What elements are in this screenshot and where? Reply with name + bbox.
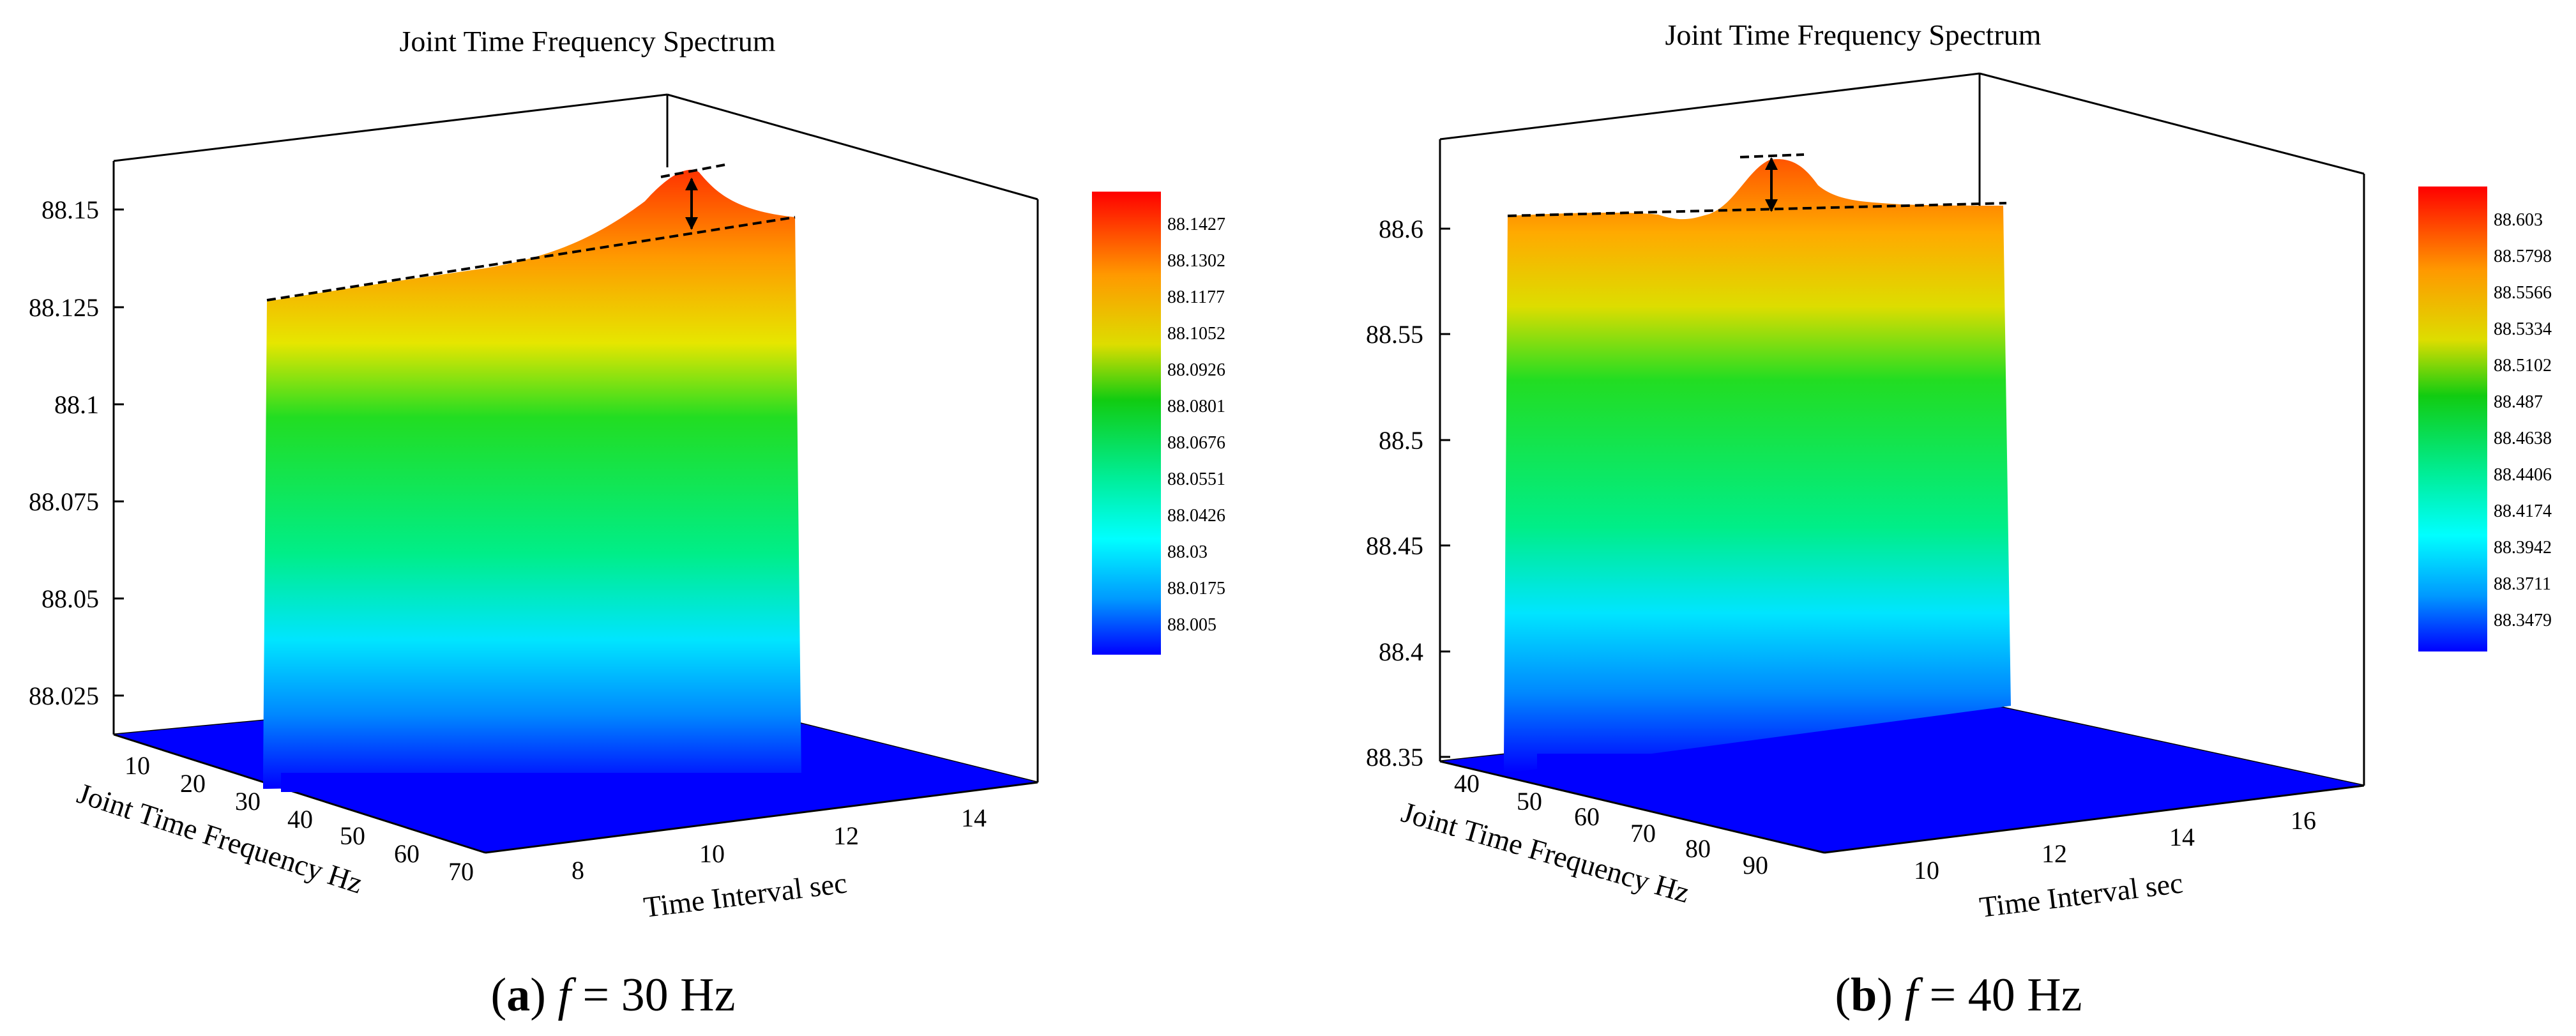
colorbar-label: 88.005	[1167, 615, 1216, 635]
time-tick-label: 10	[699, 839, 725, 868]
colorbar-label: 88.0175	[1167, 579, 1225, 598]
freq-tick-label: 30	[235, 787, 261, 816]
z-tick-label: 88.6	[1379, 215, 1423, 243]
freq-tick-label: 70	[1630, 819, 1656, 848]
chart-panel-a: Joint Time Frequency Spectrum	[29, 25, 1225, 1021]
time-tick-label: 16	[2291, 806, 2316, 835]
colorbar-label: 88.0551	[1167, 469, 1225, 489]
z-tick-label: 88.075	[29, 487, 99, 516]
z-tick-label: 88.025	[29, 682, 99, 710]
freq-tick-label: 20	[180, 769, 206, 798]
floor-edges	[1439, 760, 2365, 854]
freq-tick-label: 70	[448, 857, 474, 886]
colorbar-label: 88.5798	[2494, 247, 2552, 266]
colorbar-label: 88.4174	[2494, 501, 2552, 521]
colorbar-label: 88.4406	[2494, 465, 2552, 485]
caption-paren: (	[491, 969, 507, 1021]
freq-tick-label: 40	[1454, 769, 1480, 798]
colorbar-label: 88.5566	[2494, 283, 2552, 303]
ridge-base	[1537, 754, 2022, 773]
colorbar-label: 88.4638	[2494, 429, 2552, 448]
annotation	[1507, 153, 2007, 217]
freq-tick-label: 90	[1743, 851, 1768, 880]
z-tick-label: 88.4	[1379, 637, 1423, 666]
caption-letter: a	[506, 969, 530, 1021]
colorbar-label: 88.0926	[1167, 360, 1225, 380]
z-tick-label: 88.45	[1366, 531, 1423, 560]
freq-tick-label: 80	[1685, 834, 1711, 863]
colorbar-label: 88.1427	[1167, 215, 1225, 234]
colorbar-label: 88.1052	[1167, 324, 1225, 344]
colorbar-label: 88.1302	[1167, 251, 1225, 271]
floor-edges	[113, 733, 1038, 854]
colorbar-label: 88.0426	[1167, 506, 1225, 526]
colorbar-label: 88.3942	[2494, 538, 2552, 558]
annotation	[266, 164, 796, 301]
colorbar	[1092, 192, 1161, 655]
colorbar-label: 88.0676	[1167, 433, 1225, 453]
z-tick-label: 88.15	[42, 195, 99, 224]
time-tick-label: 14	[961, 804, 987, 832]
z-axis-ticks	[114, 208, 124, 697]
chart-panel-b: Joint Time Frequency Spectrum	[1366, 19, 2552, 1021]
colorbar-label: 88.3479	[2494, 611, 2552, 630]
ridge-surface	[263, 169, 801, 789]
freq-tick-label: 50	[340, 821, 365, 850]
colorbar-label: 88.603	[2494, 210, 2543, 230]
time-tick-label: 12	[833, 821, 859, 850]
time-axis-label: Time Interval sec	[1978, 866, 2185, 924]
z-tick-label: 88.35	[1366, 743, 1423, 772]
z-tick-label: 88.55	[1366, 320, 1423, 349]
caption-paren: )	[1877, 969, 1904, 1021]
z-tick-label: 88.05	[42, 584, 99, 613]
freq-tick-label: 60	[1574, 802, 1600, 831]
panel-caption: (b) f = 40 Hz	[1835, 969, 2082, 1021]
freq-tick-label: 60	[394, 839, 420, 868]
colorbar-label: 88.1177	[1167, 287, 1225, 307]
colorbar-label: 88.3711	[2494, 574, 2551, 594]
chart-title: Joint Time Frequency Spectrum	[1665, 19, 2041, 51]
freq-tick-label: 40	[287, 805, 313, 834]
caption-value: = 40 Hz	[1918, 969, 2082, 1021]
caption-paren: (	[1835, 969, 1851, 1021]
time-tick-label: 14	[2169, 823, 2195, 851]
caption-value: = 30 Hz	[571, 969, 736, 1021]
time-tick-label: 8	[572, 856, 584, 885]
caption-letter: b	[1851, 969, 1877, 1021]
colorbar-labels: 88.1427 88.1302 88.1177 88.1052 88.0926 …	[1167, 215, 1225, 635]
colorbar-label: 88.5102	[2494, 356, 2552, 376]
freq-tick-label: 50	[1517, 787, 1542, 816]
panel-caption: (a) f = 30 Hz	[491, 969, 736, 1021]
z-tick-label: 88.125	[29, 293, 99, 322]
colorbar-label: 88.03	[1167, 542, 1208, 562]
z-tick-label: 88.1	[54, 390, 99, 419]
freq-tick-label: 10	[125, 751, 150, 780]
colorbar-label: 88.5334	[2494, 319, 2552, 339]
freq-axis-label: Joint Time Frequency Hz	[1398, 796, 1693, 910]
time-axis-label: Time Interval sec	[642, 866, 849, 924]
time-tick-label: 12	[2042, 839, 2067, 868]
caption-paren: )	[530, 969, 557, 1021]
time-tick-label: 10	[1914, 856, 1939, 885]
ridge-surface	[1504, 159, 2011, 773]
z-axis-ticks	[1440, 227, 1450, 758]
colorbar-label: 88.487	[2494, 392, 2543, 412]
colorbar-label: 88.0801	[1167, 397, 1225, 416]
chart-title: Joint Time Frequency Spectrum	[399, 25, 775, 57]
colorbar	[2418, 187, 2487, 651]
z-tick-label: 88.5	[1379, 426, 1423, 455]
ridge-base	[281, 773, 805, 792]
colorbar-labels: 88.603 88.5798 88.5566 88.5334 88.5102 8…	[2494, 210, 2552, 630]
